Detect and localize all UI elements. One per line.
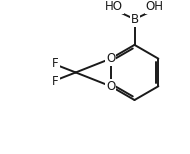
Text: O: O: [106, 80, 115, 93]
Text: OH: OH: [146, 0, 164, 13]
Text: B: B: [131, 13, 139, 26]
Text: F: F: [52, 75, 59, 88]
Text: O: O: [106, 52, 115, 65]
Text: F: F: [52, 57, 59, 70]
Text: HO: HO: [105, 0, 123, 13]
